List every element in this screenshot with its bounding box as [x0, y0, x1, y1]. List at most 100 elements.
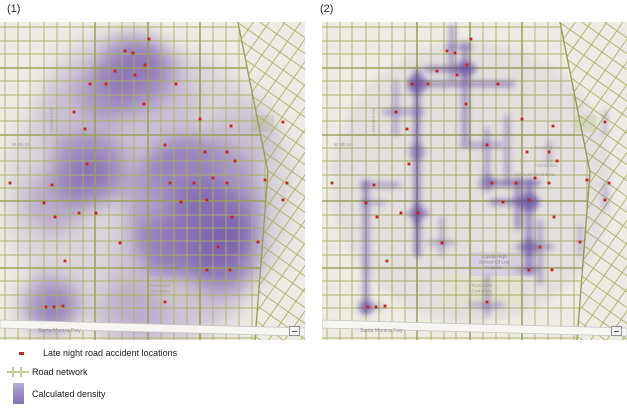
accident-dot: [585, 178, 589, 182]
accident-dot: [281, 120, 285, 124]
panel-1-label: (1): [7, 3, 21, 15]
road-line-boundary: [237, 22, 269, 340]
accident-dot: [366, 305, 370, 309]
map-label: School Of Los: [479, 260, 510, 266]
accident-dot: [469, 37, 473, 41]
road-grid-orthogonal: [0, 22, 268, 340]
accident-dot: [229, 124, 233, 128]
accident-dot: [514, 181, 518, 185]
accident-dot: [142, 102, 146, 106]
accident-dot: [53, 215, 57, 219]
road-line: [560, 55, 627, 286]
accident-dot: [77, 211, 81, 215]
accident-dot: [225, 181, 229, 185]
road-line: [238, 87, 305, 318]
map-label: W 8th St: [12, 142, 30, 147]
accident-dot: [205, 198, 209, 202]
freeway-band: [322, 319, 627, 337]
accident-dot: [203, 150, 207, 154]
accident-dot: [143, 63, 147, 67]
map-label: W 8th St: [334, 142, 352, 147]
accident-dot: [44, 305, 48, 309]
density-layer-segments: [332, 24, 612, 322]
overview-collapse-icon[interactable]: [611, 326, 622, 336]
accident-dot: [496, 82, 500, 86]
legend-item-accidents: Late night road accident locations: [0, 347, 300, 359]
accident-dot: [61, 304, 65, 308]
accident-dot: [394, 110, 398, 114]
accident-dot: [216, 245, 220, 249]
map-label: Santa Monica Fwy: [360, 328, 403, 334]
map-label: Rosedale: [150, 283, 171, 289]
accident-dot: [485, 143, 489, 147]
accident-dot: [50, 183, 54, 187]
overview-collapse-icon[interactable]: [289, 326, 300, 336]
accident-dot: [42, 201, 46, 205]
map-label: Cemetery: [150, 289, 171, 295]
panel-2-label: (2): [320, 3, 334, 15]
map-label: Francis Ave: [213, 163, 236, 168]
accident-dot: [211, 176, 215, 180]
accident-dot: [485, 300, 489, 304]
map-label: James M Wood Blvd: [192, 172, 233, 177]
map-panel-1: Loyola High School Of Los Angeles Rosedale C…: [0, 22, 305, 340]
legend-item-road-network: Road network: [0, 366, 300, 378]
accident-dot: [113, 69, 117, 73]
legend-item-density: Calculated density: [0, 382, 300, 406]
accident-dot: [198, 117, 202, 121]
accident-dot: [118, 241, 122, 245]
accident-dot: [501, 200, 505, 204]
map-label: Cemetery: [472, 289, 493, 295]
accident-dot: [8, 181, 12, 185]
accident-dot: [416, 211, 420, 215]
accident-dot: [364, 201, 368, 205]
map-label: James M Wood Blvd: [514, 172, 555, 177]
accident-dot: [385, 259, 389, 263]
accident-dot: [550, 268, 554, 272]
legend-item-label: Late night road accident locations: [43, 348, 178, 358]
accident-dot: [551, 124, 555, 128]
accident-dot: [426, 82, 430, 86]
accident-dot: [455, 73, 459, 77]
road-line: [238, 22, 305, 340]
accident-dot: [230, 215, 234, 219]
accident-dot: [205, 268, 209, 272]
road-line: [238, 22, 305, 340]
accident-dot: [94, 211, 98, 215]
accident-dot: [410, 82, 414, 86]
accident-dot: [256, 240, 260, 244]
map-label: Loyola High: [481, 254, 507, 260]
road-line: [560, 44, 627, 275]
accident-dot: [435, 69, 439, 73]
accident-dot: [490, 181, 494, 185]
accident-dots-layer: [330, 37, 611, 309]
accident-dot: [147, 37, 151, 41]
map-label: S Vermont Ave: [49, 107, 54, 137]
legend-item-label: Road network: [32, 367, 88, 377]
accident-dot: [285, 181, 289, 185]
accident-dot: [547, 150, 551, 154]
accident-dot: [104, 82, 108, 86]
map-label: Loyola High: [159, 254, 185, 260]
accident-dot: [83, 127, 87, 131]
accident-dot: [440, 241, 444, 245]
accident-dot: [225, 150, 229, 154]
accident-dot: [555, 159, 559, 163]
accident-dot: [330, 181, 334, 185]
road-line: [238, 65, 305, 296]
density-gradient-icon: [13, 383, 24, 404]
accident-dot: [520, 117, 524, 121]
map-label: Rosedale: [472, 283, 493, 289]
accident-dot: [374, 305, 378, 309]
map-label: Santa Monica Fwy: [38, 328, 81, 334]
accident-dot: [263, 178, 267, 182]
accident-dot: [88, 82, 92, 86]
road-line: [238, 22, 305, 340]
accident-dot: [131, 51, 135, 55]
road-line: [238, 33, 305, 264]
map-label: Leeward Ave: [213, 145, 239, 150]
